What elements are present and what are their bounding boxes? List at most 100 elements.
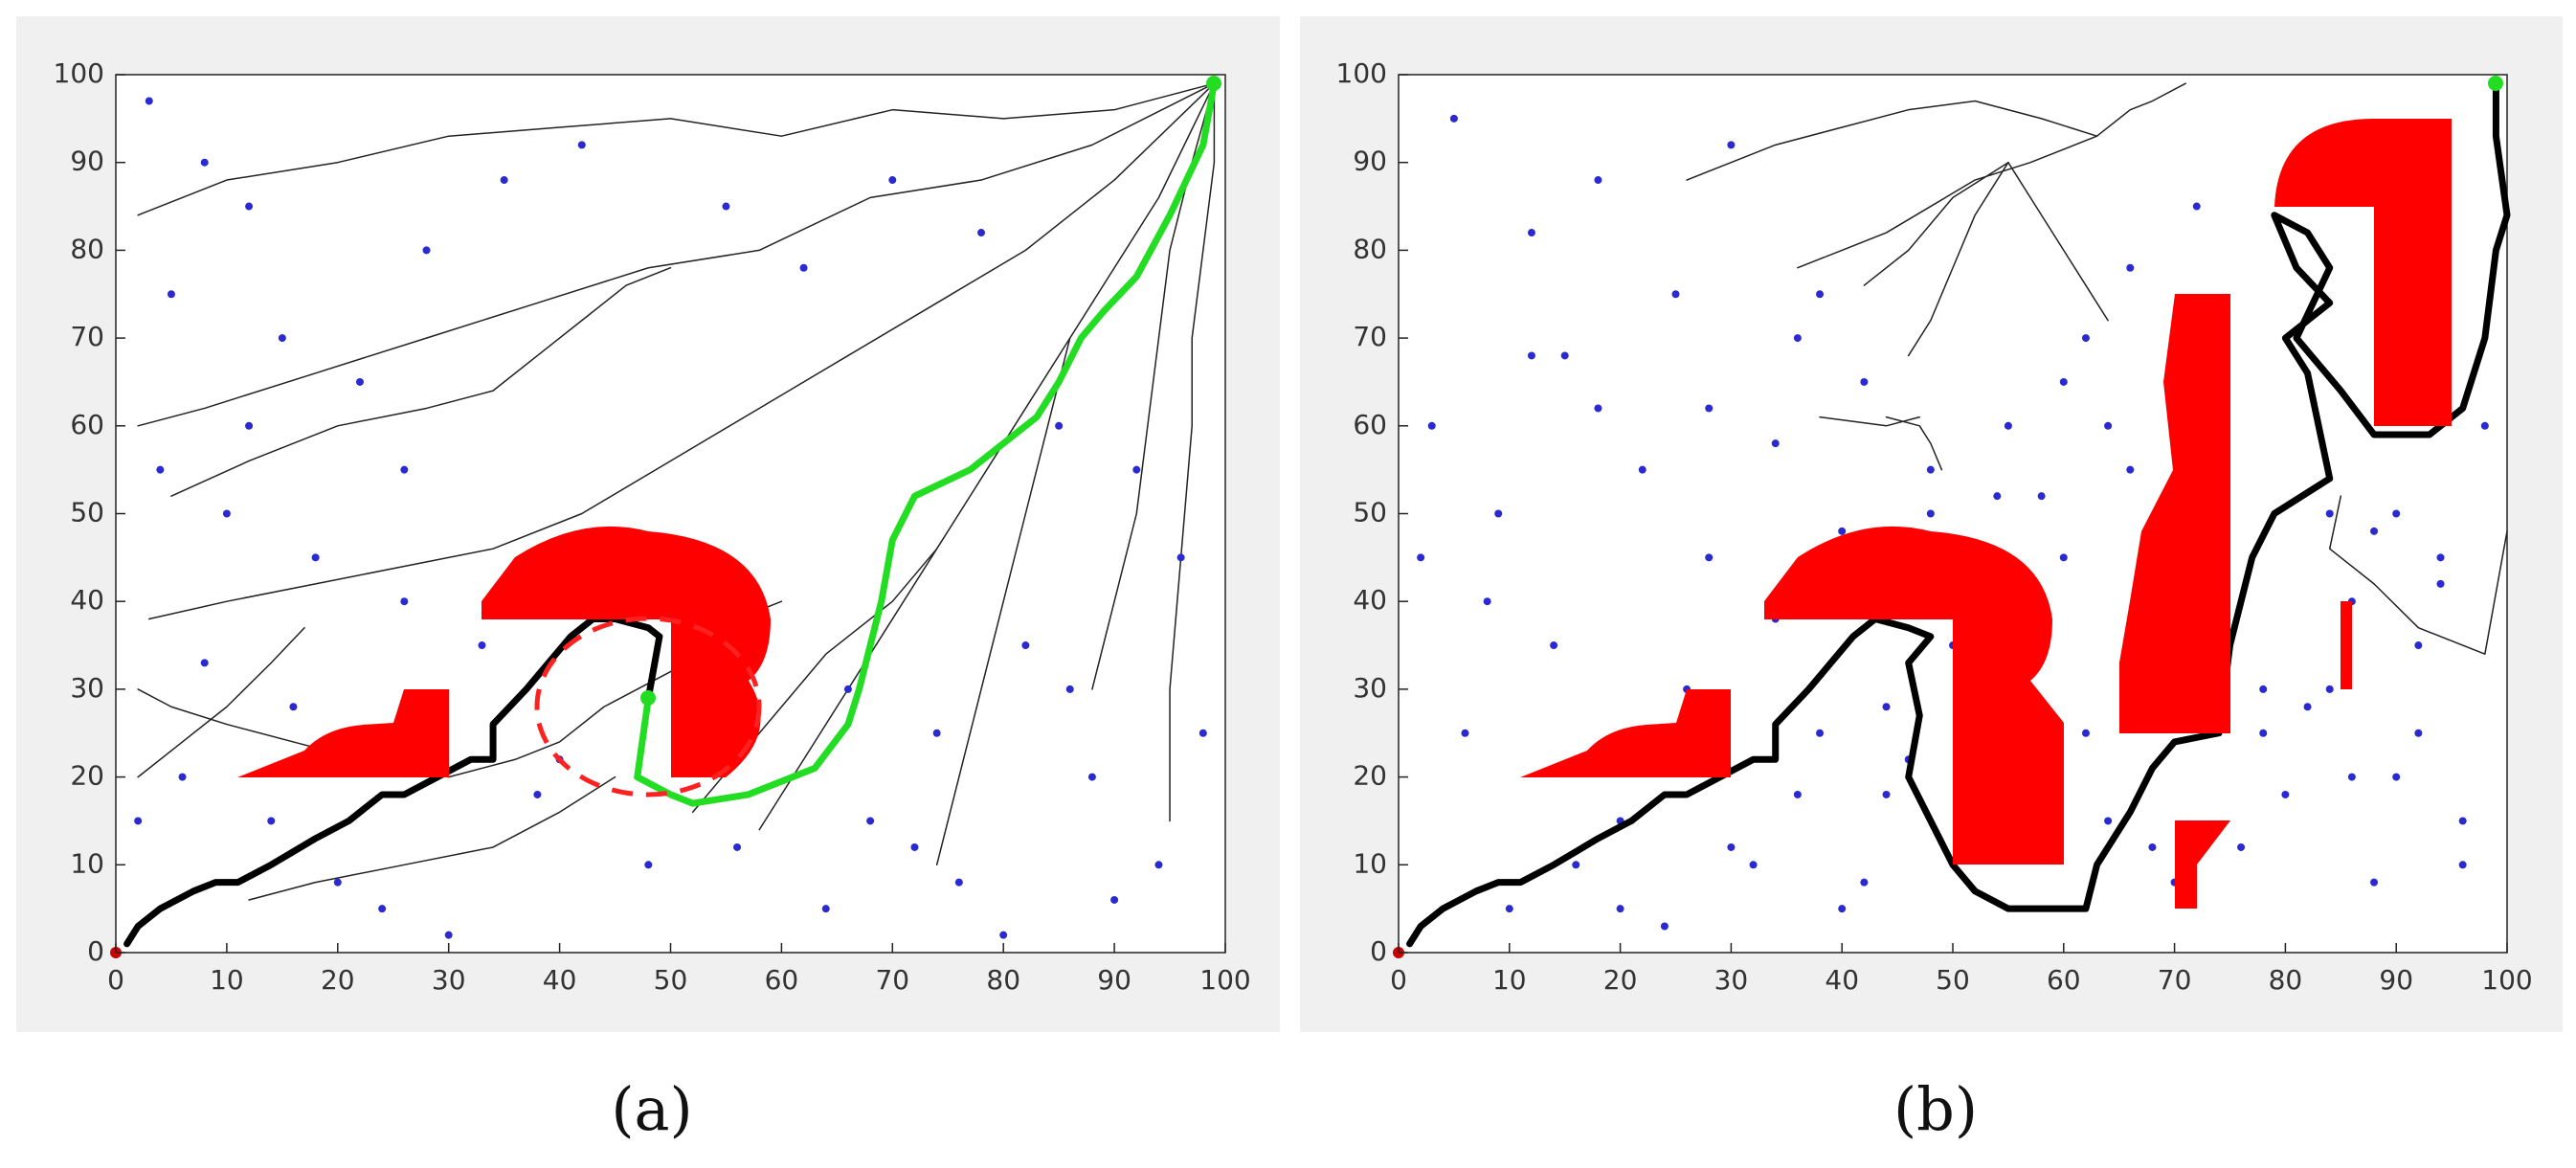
node-point (1993, 492, 2002, 501)
x-tick-label: 30 (432, 964, 466, 996)
x-tick-label: 50 (1936, 964, 1970, 996)
node-point (1572, 861, 1580, 869)
x-tick-label: 0 (1390, 964, 1407, 996)
panel-caption: (b) (1893, 1074, 1978, 1144)
panel-caption: (a) (611, 1074, 692, 1144)
node-point (2081, 334, 2090, 343)
x-tick-label: 90 (1097, 964, 1131, 996)
node-point (1505, 905, 1513, 913)
node-point (1132, 465, 1141, 474)
node-point (134, 817, 143, 825)
node-point (2458, 817, 2467, 825)
x-tick-label: 100 (2481, 964, 2532, 996)
node-point (2347, 773, 2356, 781)
node-point (1594, 176, 1602, 185)
path-line (1797, 135, 2098, 269)
node-point (1021, 641, 1030, 650)
node-point (2126, 465, 2135, 474)
path-line (1863, 161, 2009, 286)
path-line (2328, 495, 2508, 655)
x-tick-label: 50 (654, 964, 688, 996)
node-point (400, 597, 409, 606)
node-point (478, 641, 486, 650)
node-point (1110, 895, 1119, 904)
node-point (2148, 842, 2157, 851)
node-point (2192, 202, 2201, 211)
node-point (2004, 421, 2012, 430)
node-point (222, 509, 231, 518)
y-tick-label: 60 (70, 409, 104, 440)
node-point (2126, 263, 2135, 272)
x-tick-label: 40 (543, 964, 577, 996)
node-point (2259, 685, 2268, 693)
y-tick-label: 30 (1353, 672, 1387, 704)
x-tick-label: 20 (1603, 964, 1638, 996)
path-line (1169, 82, 1216, 822)
y-tick-label: 40 (1353, 584, 1387, 616)
x-tick-label: 40 (1825, 964, 1859, 996)
node-point (1671, 290, 1680, 299)
y-tick-label: 10 (1353, 847, 1387, 879)
path-line (1819, 416, 1921, 427)
path-line (634, 79, 1218, 807)
node-point (1727, 842, 1736, 851)
node-point (422, 246, 431, 255)
node-point (2370, 878, 2379, 887)
node-point (200, 158, 209, 167)
node-point (2303, 703, 2312, 711)
y-tick-label: 20 (70, 760, 104, 792)
node-point (1860, 377, 1869, 386)
node-point (1154, 861, 1163, 869)
node-point (910, 842, 919, 851)
node-point (1749, 861, 1758, 869)
path-line (137, 82, 1216, 216)
path-line (1406, 79, 2511, 948)
node-point (1882, 703, 1891, 711)
node-point (1087, 773, 1096, 781)
node-point (2104, 421, 2113, 430)
path-line (137, 82, 1216, 427)
node-point (2458, 861, 2467, 869)
node-point (1793, 334, 1802, 343)
node-point (500, 176, 508, 185)
y-tick-label: 100 (1336, 57, 1387, 89)
x-tick-label: 10 (1492, 964, 1527, 996)
panel-b-marks (1406, 79, 2511, 948)
node-point (577, 141, 586, 149)
goal-marker (2488, 76, 2503, 91)
node-point (2392, 773, 2401, 781)
node-point (278, 334, 286, 343)
node-point (245, 421, 254, 430)
node-point (1926, 465, 1935, 474)
node-point (888, 176, 897, 185)
y-tick-label: 50 (70, 497, 104, 528)
node-point (311, 553, 320, 562)
node-point (400, 465, 409, 474)
y-tick-label: 70 (70, 321, 104, 352)
node-point (1461, 729, 1469, 737)
x-tick-label: 10 (210, 964, 244, 996)
path-line (2007, 161, 2109, 322)
node-point (2259, 729, 2268, 737)
y-tick-label: 50 (1353, 497, 1387, 528)
node-point (267, 817, 276, 825)
node-point (333, 878, 342, 887)
node-point (2414, 729, 2423, 737)
x-tick-label: 70 (2158, 964, 2192, 996)
node-point (1560, 351, 1569, 360)
node-point (1638, 465, 1646, 474)
node-point (1660, 922, 1669, 931)
obstacle (2175, 820, 2230, 909)
goal-marker (1206, 76, 1221, 91)
node-point (378, 905, 387, 913)
node-point (1550, 641, 1558, 650)
node-point (2436, 553, 2445, 562)
node-point (289, 703, 298, 711)
node-point (1882, 790, 1891, 798)
node-point (1483, 597, 1491, 606)
x-tick-label: 0 (107, 964, 124, 996)
node-point (533, 790, 542, 798)
y-tick-label: 80 (1353, 233, 1387, 264)
obstacles (110, 76, 2503, 958)
node-point (145, 97, 153, 105)
